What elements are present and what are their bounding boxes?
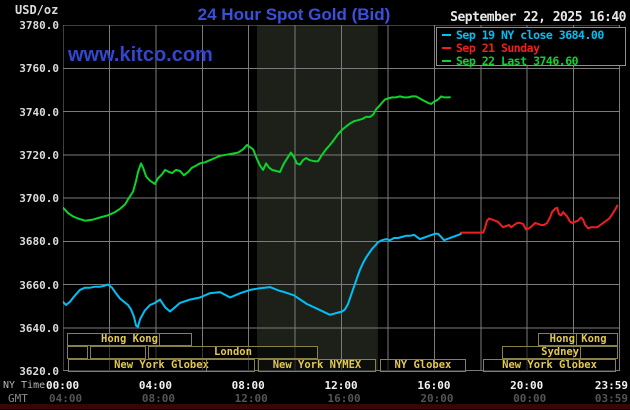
ny-time-tick-label: 04:00 xyxy=(138,379,172,392)
legend-label: Sep 21 Sunday xyxy=(456,40,540,55)
y-axis-unit: USD/oz xyxy=(15,3,59,17)
ny-time-axis-label: NY Time xyxy=(3,380,46,391)
session-box-london: London xyxy=(147,346,319,359)
gmt-tick-label: 04:00 xyxy=(49,392,83,405)
session-box-sydney: Sydney xyxy=(502,346,619,359)
legend-label: Sep 19 NY close 3684.00 xyxy=(456,27,604,42)
series-line xyxy=(63,95,451,222)
plot-area xyxy=(63,25,620,371)
legend-entry: Sep 19 NY close 3684.00 xyxy=(442,27,625,42)
y-tick-label: 3700.0 xyxy=(19,192,59,205)
session-box-hong-kong: Hong Kong xyxy=(66,333,193,346)
session-box-divider xyxy=(158,334,160,345)
chart-datetime: September 22, 2025 16:40 xyxy=(450,10,626,25)
series-line xyxy=(63,232,462,328)
legend-dash-icon xyxy=(442,59,451,62)
session-box xyxy=(66,346,89,359)
session-box-label: New York Globex xyxy=(114,359,209,371)
ny-time-tick-label: 23:59 xyxy=(594,379,628,392)
session-box-label: Sydney xyxy=(541,346,580,358)
gmt-tick-label: 03:59 xyxy=(594,392,628,405)
chart-title: 24 Hour Spot Gold (Bid) xyxy=(197,5,391,24)
y-tick-label: 3720.0 xyxy=(19,148,59,162)
gmt-tick-label: 08:00 xyxy=(141,392,175,405)
legend-dash-icon xyxy=(442,33,451,36)
y-tick-label: 3780.0 xyxy=(19,19,59,32)
y-tick-label: 3740.0 xyxy=(19,105,59,119)
session-box-label: New York NYMEX xyxy=(272,359,362,371)
kitco-watermark-link[interactable]: www.kitco.com xyxy=(68,44,213,66)
session-box-label: NY Globex xyxy=(394,359,452,371)
ny-time-tick-label: 16:00 xyxy=(417,379,451,392)
legend: Sep 19 NY close 3684.00 Sep 21 Sunday Sep … xyxy=(436,27,626,68)
ny-time-tick-label: 12:00 xyxy=(324,379,358,392)
session-box-label: London xyxy=(214,346,252,358)
gmt-tick-label: 20:00 xyxy=(420,392,454,405)
legend-label: Sep 22 Last 3746.60 xyxy=(456,53,579,68)
ny-time-tick-label: 00:00 xyxy=(46,379,80,392)
session-box-label: Hong Kong xyxy=(549,333,607,345)
y-tick-label: 3680.0 xyxy=(19,235,59,249)
series-line xyxy=(460,204,619,234)
session-box xyxy=(89,346,147,359)
gmt-tick-label: 12:00 xyxy=(234,392,268,405)
ny-time-tick-label: 08:00 xyxy=(231,379,265,392)
y-tick-label: 3760.0 xyxy=(19,62,59,76)
session-box-new-york-nymex: New York NYMEX xyxy=(257,359,377,372)
legend-entry: Sep 21 Sunday xyxy=(442,40,625,55)
gmt-tick-label: 00:00 xyxy=(513,392,547,405)
bottom-maroon-strip xyxy=(0,404,630,409)
session-box-new-york-globex: New York Globex xyxy=(483,359,617,372)
y-tick-label: 3660.0 xyxy=(19,278,59,292)
gmt-tick-label: 16:00 xyxy=(327,392,361,405)
ny-time-tick-label: 20:00 xyxy=(510,379,544,392)
y-tick-label: 3620.0 xyxy=(19,365,59,378)
session-box-label: Hong Kong xyxy=(101,333,158,345)
session-box-label: New York Globex xyxy=(502,359,597,371)
session-box-new-york-globex: New York Globex xyxy=(68,359,255,372)
session-box-divider xyxy=(575,334,577,345)
session-box-divider xyxy=(579,347,581,358)
legend-entry: Sep 22 Last 3746.60 xyxy=(442,53,625,68)
gmt-axis-label: GMT xyxy=(8,392,28,405)
session-box-hong-kong: Hong Kong xyxy=(538,333,619,346)
legend-dash-icon xyxy=(442,46,451,49)
session-box-divider xyxy=(206,360,208,371)
y-tick-label: 3640.0 xyxy=(19,321,59,335)
session-box-ny-globex: NY Globex xyxy=(380,359,466,372)
